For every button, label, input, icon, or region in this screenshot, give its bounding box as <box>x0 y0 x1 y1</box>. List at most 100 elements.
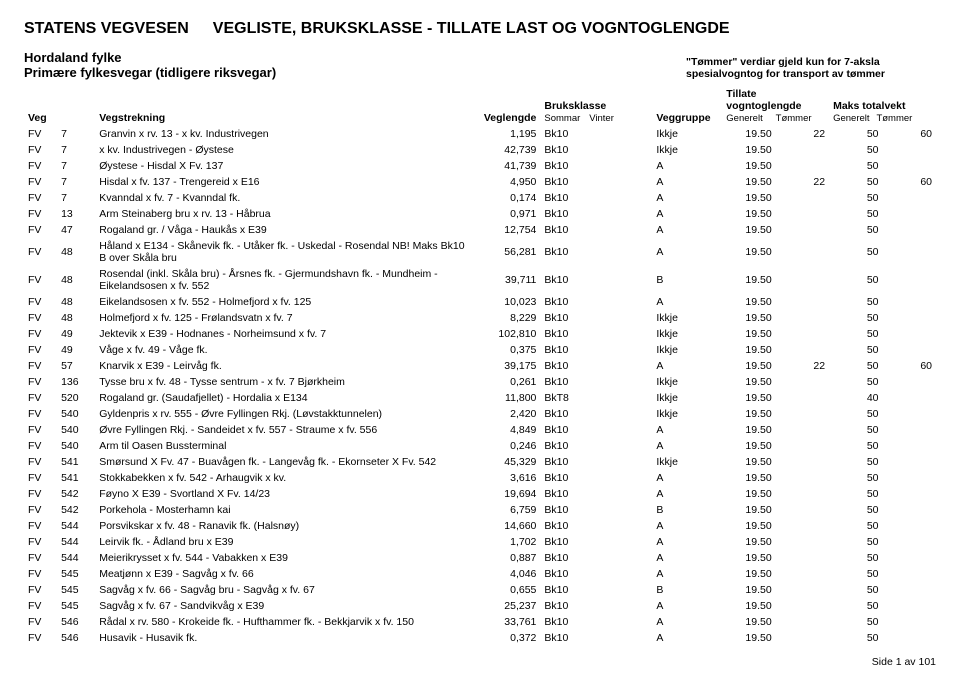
cell-vegtype: FV <box>24 614 57 630</box>
cell-tt <box>776 390 829 406</box>
cell-grp: A <box>652 438 722 454</box>
cell-len: 4,950 <box>477 174 541 190</box>
cell-bk-sommar: Bk10 <box>540 630 604 646</box>
cell-vegnum: 541 <box>57 470 95 486</box>
cell-vegnum: 49 <box>57 342 95 358</box>
cell-mg: 50 <box>829 566 882 582</box>
cell-tg: 19.50 <box>722 126 775 142</box>
table-row: FV545Sagvåg x fv. 66 - Sagvåg bru - Sagv… <box>24 582 936 598</box>
cell-desc: Granvin x rv. 13 - x kv. Industrivegen <box>95 126 477 142</box>
cell-tt <box>776 470 829 486</box>
cell-bk-vinter <box>604 598 652 614</box>
cell-tt <box>776 502 829 518</box>
cell-tg: 19.50 <box>722 310 775 326</box>
col-veggruppe: Veggruppe <box>652 86 722 126</box>
cell-vegtype: FV <box>24 310 57 326</box>
cell-tg: 19.50 <box>722 614 775 630</box>
cell-grp: A <box>652 174 722 190</box>
cell-vegtype: FV <box>24 342 57 358</box>
cell-len: 12,754 <box>477 222 541 238</box>
cell-vegnum: 48 <box>57 310 95 326</box>
cell-mt <box>883 342 937 358</box>
cell-vegtype: FV <box>24 206 57 222</box>
cell-desc: Arm til Oasen Bussterminal <box>95 438 477 454</box>
cell-mg: 50 <box>829 294 882 310</box>
cell-desc: Knarvik x E39 - Leirvåg fk. <box>95 358 477 374</box>
cell-desc: Rosendal (inkl. Skåla bru) - Årsnes fk. … <box>95 266 477 294</box>
table-row: FV49Våge x fv. 49 - Våge fk.0,375Bk10Ikk… <box>24 342 936 358</box>
cell-desc: Smørsund X Fv. 47 - Buavågen fk. - Lange… <box>95 454 477 470</box>
table-row: FV540Arm til Oasen Bussterminal0,246Bk10… <box>24 438 936 454</box>
cell-bk-vinter <box>604 518 652 534</box>
cell-bk-vinter <box>604 374 652 390</box>
cell-vegtype: FV <box>24 294 57 310</box>
table-row: FV49Jektevik x E39 - Hodnanes - Norheims… <box>24 326 936 342</box>
cell-len: 11,800 <box>477 390 541 406</box>
cell-bk-sommar: Bk10 <box>540 294 604 310</box>
cell-tg: 19.50 <box>722 486 775 502</box>
table-row: FV7Granvin x rv. 13 - x kv. Industrivege… <box>24 126 936 142</box>
col-veglengde: Veglengde <box>477 86 541 126</box>
table-row: FV541Stokkabekken x fv. 542 - Arhaugvik … <box>24 470 936 486</box>
cell-mt: 60 <box>883 174 937 190</box>
table-row: FV7Øystese - Hisdal X Fv. 13741,739Bk10A… <box>24 158 936 174</box>
table-row: FV546Husavik - Husavik fk.0,372Bk10A19.5… <box>24 630 936 646</box>
table-row: FV48Holmefjord x fv. 125 - Frølandsvatn … <box>24 310 936 326</box>
cell-grp: A <box>652 358 722 374</box>
cell-mg: 50 <box>829 518 882 534</box>
cell-bk-sommar: Bk10 <box>540 534 604 550</box>
cell-vegnum: 48 <box>57 294 95 310</box>
cell-vegnum: 7 <box>57 190 95 206</box>
cell-grp: B <box>652 582 722 598</box>
table-row: FV7Hisdal x fv. 137 - Trengereid x E164,… <box>24 174 936 190</box>
cell-mt <box>883 158 937 174</box>
cell-len: 2,420 <box>477 406 541 422</box>
cell-mg: 50 <box>829 310 882 326</box>
cell-bk-vinter <box>604 158 652 174</box>
cell-bk-vinter <box>604 238 652 266</box>
cell-grp: A <box>652 422 722 438</box>
cell-grp: Ikkje <box>652 390 722 406</box>
cell-vegtype: FV <box>24 266 57 294</box>
cell-bk-vinter <box>604 502 652 518</box>
cell-tg: 19.50 <box>722 326 775 342</box>
table-row: FV13Arm Steinaberg bru x rv. 13 - Håbrua… <box>24 206 936 222</box>
cell-vegtype: FV <box>24 390 57 406</box>
cell-desc: Øvre Fyllingen Rkj. - Sandeidet x fv. 55… <box>95 422 477 438</box>
cell-mg: 50 <box>829 326 882 342</box>
cell-grp: A <box>652 630 722 646</box>
cell-bk-vinter <box>604 454 652 470</box>
table-row: FV545Sagvåg x fv. 67 - Sandvikvåg x E392… <box>24 598 936 614</box>
cell-bk-vinter <box>604 630 652 646</box>
cell-tg: 19.50 <box>722 238 775 266</box>
cell-grp: A <box>652 566 722 582</box>
cell-mg: 50 <box>829 534 882 550</box>
cell-bk-sommar: Bk10 <box>540 358 604 374</box>
cell-len: 102,810 <box>477 326 541 342</box>
cell-mt <box>883 406 937 422</box>
road-table: Veg Vegstrekning Veglengde Bruksklasse S… <box>24 86 936 646</box>
cell-vegtype: FV <box>24 374 57 390</box>
cell-tt <box>776 438 829 454</box>
cell-tg: 19.50 <box>722 374 775 390</box>
cell-mg: 50 <box>829 454 882 470</box>
header-note-1: "Tømmer" verdiar gjeld kun for 7-aksla <box>686 56 936 68</box>
cell-mt <box>883 142 937 158</box>
cell-bk-sommar: Bk10 <box>540 326 604 342</box>
table-row: FV544Meierikrysset x fv. 544 - Vabakken … <box>24 550 936 566</box>
cell-mt <box>883 470 937 486</box>
cell-tg: 19.50 <box>722 630 775 646</box>
cell-grp: Ikkje <box>652 326 722 342</box>
cell-len: 1,195 <box>477 126 541 142</box>
cell-vegnum: 57 <box>57 358 95 374</box>
cell-bk-vinter <box>604 422 652 438</box>
cell-desc: Porkehola - Mosterhamn kai <box>95 502 477 518</box>
cell-mt <box>883 222 937 238</box>
cell-mt <box>883 374 937 390</box>
cell-bk-vinter <box>604 326 652 342</box>
cell-desc: Rådal x rv. 580 - Krokeide fk. - Huftham… <box>95 614 477 630</box>
cell-bk-sommar: Bk10 <box>540 486 604 502</box>
cell-tg: 19.50 <box>722 534 775 550</box>
cell-len: 39,175 <box>477 358 541 374</box>
cell-vegnum: 546 <box>57 630 95 646</box>
